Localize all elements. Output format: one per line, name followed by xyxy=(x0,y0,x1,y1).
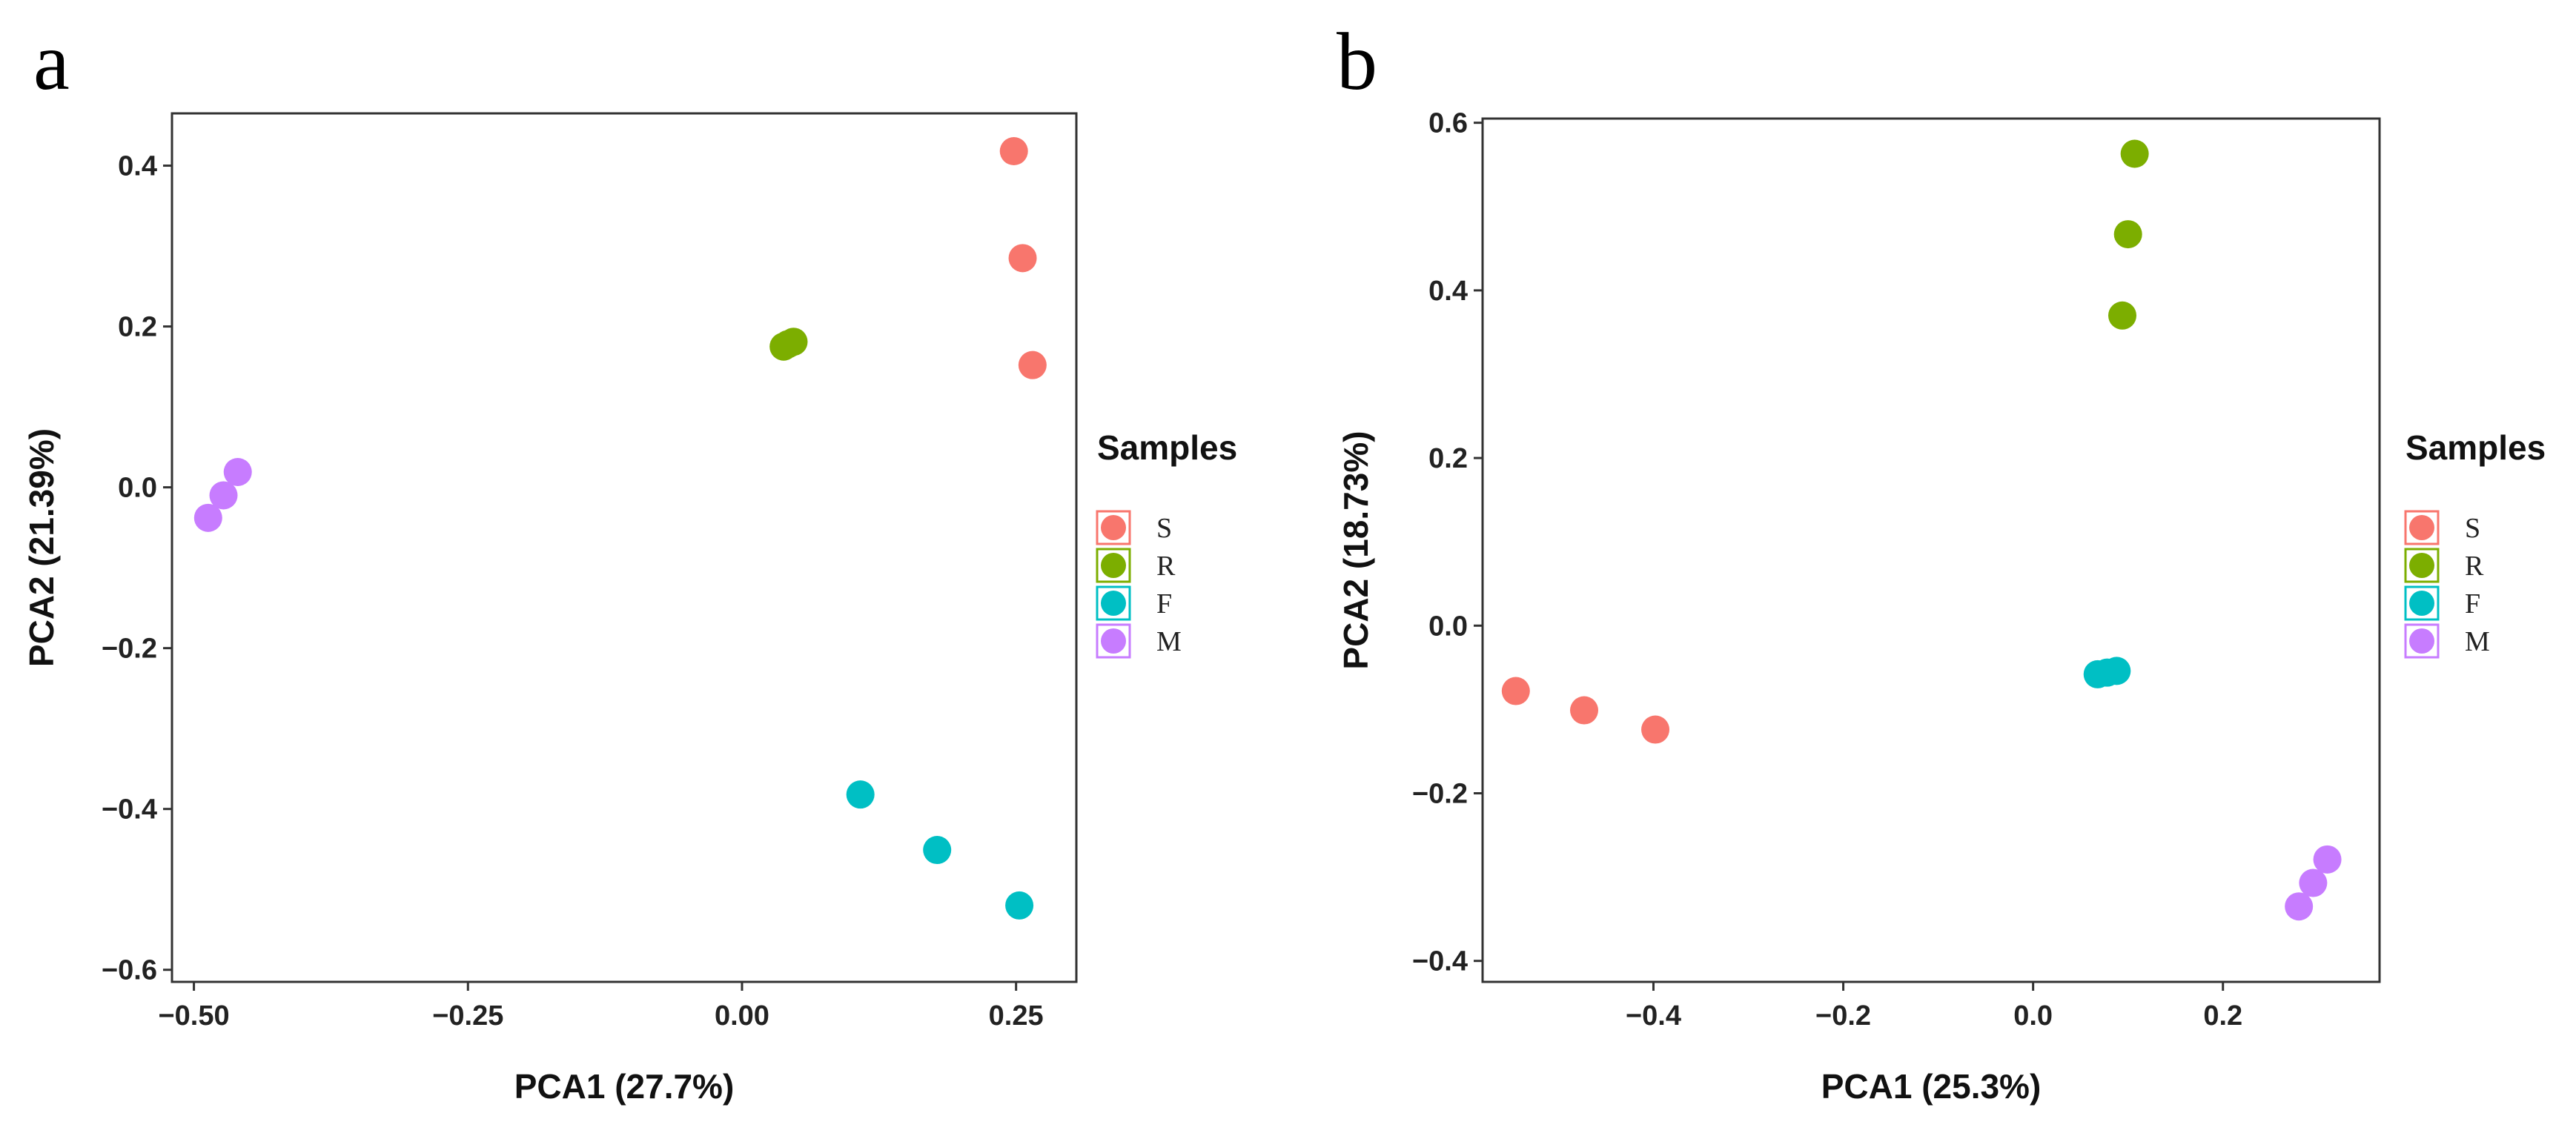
y-tick-label: −0.2 xyxy=(1412,779,1468,810)
data-point-M xyxy=(2313,845,2342,874)
x-tick-label: 0.0 xyxy=(2013,1000,2053,1032)
y-axis-title: PCA2 (21.39%) xyxy=(22,428,61,667)
y-tick-label: −0.4 xyxy=(1412,946,1468,977)
legend-label-F: F xyxy=(2465,588,2480,620)
x-tick-label: 0.2 xyxy=(2203,1000,2242,1032)
legend-marker-R xyxy=(2409,553,2434,578)
panel-letter-b: b xyxy=(1337,16,1377,107)
data-point-F xyxy=(2102,657,2131,685)
data-point-R xyxy=(2108,301,2137,330)
y-tick-label: 0.6 xyxy=(1428,108,1468,139)
y-tick-label: 0.0 xyxy=(118,473,157,504)
x-tick-label: 0.25 xyxy=(989,1000,1044,1032)
y-axis-title: PCA2 (18.73%) xyxy=(1337,431,1375,669)
data-point-R xyxy=(779,328,808,356)
data-point-S xyxy=(1501,677,1530,705)
data-point-M xyxy=(2285,892,2314,921)
data-point-S xyxy=(1018,351,1047,379)
data-point-S xyxy=(1641,715,1670,744)
legend-label-S: S xyxy=(1156,513,1172,544)
data-point-R xyxy=(2120,139,2149,168)
y-tick-label: 0.2 xyxy=(1428,443,1468,474)
legend-marker-M xyxy=(2409,628,2434,654)
legend-label-R: R xyxy=(1156,551,1176,582)
data-point-F xyxy=(923,836,952,865)
data-point-M xyxy=(193,503,222,532)
x-tick-label: −0.2 xyxy=(1815,1000,1871,1032)
data-point-F xyxy=(846,780,875,809)
chart-panel-b: b 0.6 0.4 0.2 0.0 −0.2 −0.4 −0.4 −0.2 0.0 0.2 PCA1 … xyxy=(1337,16,2546,1106)
y-tick-label: 0.0 xyxy=(1428,611,1468,642)
data-point-S xyxy=(1008,244,1037,273)
data-point-F xyxy=(1005,891,1034,920)
x-tick-label: −0.4 xyxy=(1626,1000,1681,1032)
x-tick-label: 0.00 xyxy=(715,1000,769,1032)
y-tick-label: 0.4 xyxy=(118,151,157,182)
data-point-R xyxy=(2113,220,2142,249)
data-point-S xyxy=(999,137,1028,166)
y-tick-label: 0.4 xyxy=(1428,276,1468,307)
legend-marker-M xyxy=(1101,628,1126,654)
data-point-M xyxy=(223,457,252,486)
legend-label-M: M xyxy=(1156,626,1182,657)
plot-frame xyxy=(170,112,1078,983)
panel-letter-a: a xyxy=(33,16,70,107)
legend-marker-F xyxy=(2409,591,2434,616)
x-tick-label: −0.25 xyxy=(432,1000,503,1032)
x-tick-label: −0.50 xyxy=(158,1000,229,1032)
data-point-M xyxy=(209,481,238,510)
legend-title: Samples xyxy=(2406,428,2546,467)
legend-marker-R xyxy=(1101,553,1126,578)
plot-frame xyxy=(1481,117,2381,983)
y-tick-label: 0.2 xyxy=(118,312,157,343)
y-tick-label: −0.4 xyxy=(102,794,157,826)
legend-marker-S xyxy=(1101,515,1126,540)
chart-panel-a: a 0.4 0.2 0.0 −0.2 −0.4 −0.6−0.50 −0.25 0.00 0.25… xyxy=(22,16,1237,1106)
data-point-M xyxy=(2299,868,2328,897)
legend-label-S: S xyxy=(2465,513,2480,544)
legend-label-M: M xyxy=(2465,626,2490,657)
legend-label-R: R xyxy=(2465,551,2484,582)
legend-marker-F xyxy=(1101,591,1126,616)
y-tick-label: −0.2 xyxy=(102,634,157,665)
x-axis-title: PCA1 (25.3%) xyxy=(1821,1067,2042,1106)
data-point-S xyxy=(1570,696,1599,725)
legend-marker-S xyxy=(2409,515,2434,540)
legend-label-F: F xyxy=(1156,588,1172,620)
legend-title: Samples xyxy=(1097,428,1237,467)
x-axis-title: PCA1 (27.7%) xyxy=(514,1067,735,1106)
y-tick-label: −0.6 xyxy=(102,955,157,986)
